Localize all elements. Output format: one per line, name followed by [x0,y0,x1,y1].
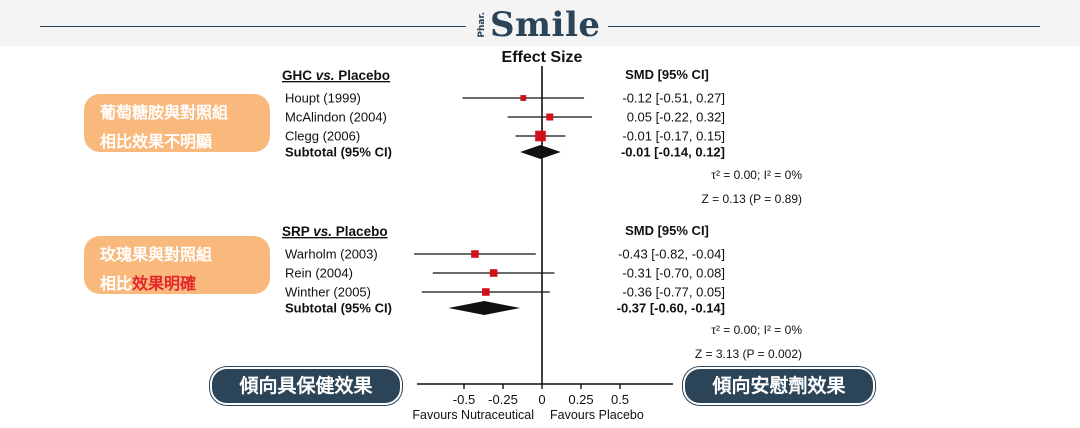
srp-note-line2: 相比效果明確 [100,269,270,298]
subtotal-diamond [520,145,561,159]
heterogeneity-stat: τ² = 0.00; I² = 0% [711,323,802,337]
header-band [0,0,1080,46]
favours-right-label: Favours Placebo [550,408,644,422]
subtotal-name: Subtotal (95% CI) [285,301,392,316]
study-name: Winther (2005) [285,285,371,300]
study-estimate: 0.05 [-0.22, 0.32] [627,110,725,125]
srp-note-line2-prefix: 相比 [100,274,133,293]
study-estimate: -0.36 [-0.77, 0.05] [622,285,725,300]
study-name: Clegg (2006) [285,129,360,144]
x-tick-label: 0.5 [611,392,629,407]
ghc-note-line2: 相比效果不明顯 [100,132,213,151]
effect-marker [520,95,527,101]
study-name: McAlindon (2004) [285,110,387,125]
header-rule-right [608,26,1040,27]
brand-logo: Phar. Smile [477,5,601,45]
favours-left-label: Favours Nutraceutical [412,408,534,422]
axis-title: Effect Size [502,49,583,66]
ghc-note-line1: 葡萄糖胺與對照組 [100,103,229,122]
study-estimate: -0.12 [-0.51, 0.27] [622,91,725,106]
estimate-column-header: SMD [95% CI] [625,67,709,82]
estimate-column-header: SMD [95% CI] [625,223,709,238]
effect-marker [546,113,554,121]
overall-effect-test: Z = 0.13 (P = 0.89) [701,192,802,206]
x-tick-label: -0.25 [488,392,518,407]
subtotal-name: Subtotal (95% CI) [285,145,392,160]
subtotal-diamond [448,301,521,315]
group-title: GHC vs. Placebo [282,68,390,83]
effect-marker [489,269,498,277]
right-direction-pill: 傾向安慰劑效果 [683,367,875,405]
x-tick-label: -0.5 [453,392,475,407]
study-estimate: -0.01 [-0.17, 0.15] [622,129,725,144]
header-rule-left [40,26,466,27]
left-direction-pill: 傾向具保健效果 [210,367,402,405]
x-tick-label: 0.25 [568,392,593,407]
group-title: SRP vs. Placebo [282,224,388,239]
effect-marker [535,130,546,142]
study-name: Rein (2004) [285,266,353,281]
heterogeneity-stat: τ² = 0.00; I² = 0% [711,168,802,182]
effect-marker [471,250,479,258]
study-estimate: -0.43 [-0.82, -0.04] [618,247,725,262]
srp-note-line2-highlight: 效果明確 [132,274,197,293]
srp-note-pill: 玫瑰果與對照組 相比效果明確 [84,236,270,294]
study-name: Warholm (2003) [285,247,378,262]
study-name: Houpt (1999) [285,91,361,106]
study-estimate: -0.31 [-0.70, 0.08] [622,266,725,281]
x-tick-label: 0 [538,392,545,407]
effect-marker [482,288,490,296]
subtotal-estimate: -0.37 [-0.60, -0.14] [617,301,725,316]
subtotal-estimate: -0.01 [-0.14, 0.12] [621,145,725,160]
ghc-note-pill: 葡萄糖胺與對照組 相比效果不明顯 [84,94,270,152]
overall-effect-test: Z = 3.13 (P = 0.002) [695,347,802,361]
brand-word: Smile [490,5,601,45]
srp-note-line1: 玫瑰果與對照組 [100,245,213,264]
